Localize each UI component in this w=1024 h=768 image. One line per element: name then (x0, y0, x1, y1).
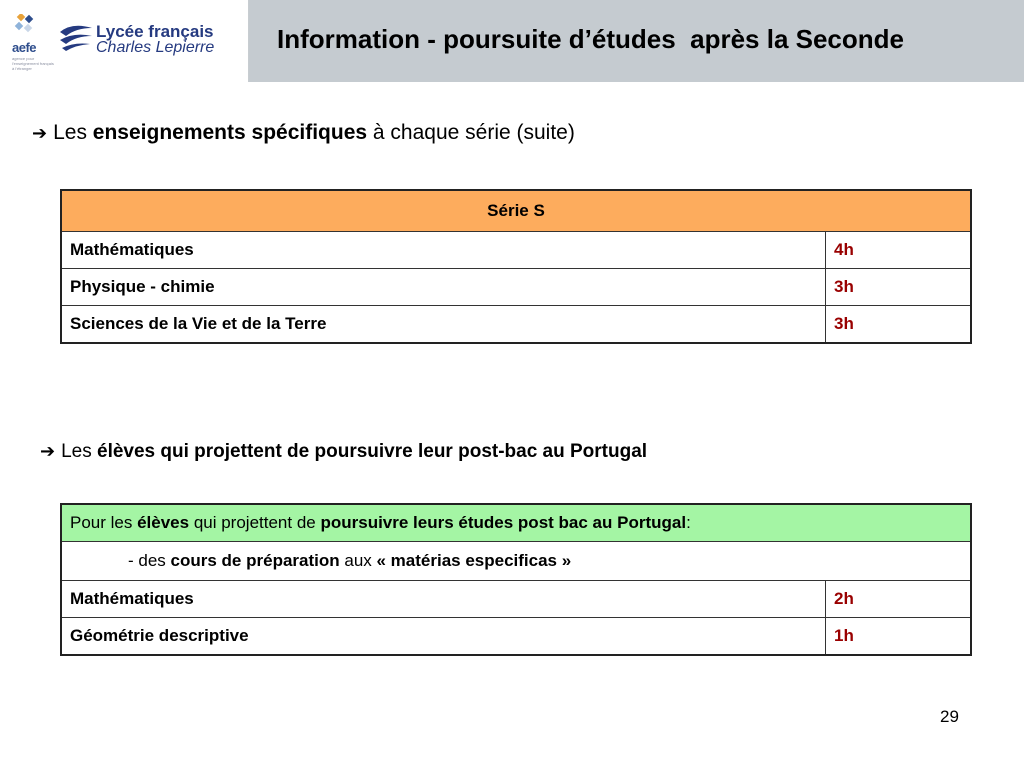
subject-cell: Mathématiques (60, 580, 826, 618)
table-row: Mathématiques 2h (60, 580, 972, 618)
portugal-header-bold: poursuivre leurs études post bac au Port… (320, 513, 687, 532)
preparation-bold: « matérias especificas » (376, 551, 572, 570)
serie-s-table: Série S Mathématiques 4h Physique - chim… (60, 189, 972, 344)
school-name-line1: Lycée français (96, 22, 214, 41)
lycee-swoosh-icon (60, 25, 92, 51)
right-arrow-icon: ➔ (32, 123, 48, 144)
slide-title: Information - poursuite d’études après l… (277, 24, 904, 54)
bullet1-suffix: à chaque série (suite) (367, 121, 575, 144)
subject-cell: Géométrie descriptive (60, 617, 826, 656)
aefe-diamond-icon (14, 14, 34, 33)
hours-cell: 3h (825, 305, 972, 344)
table-row: Physique - chimie 3h (60, 268, 972, 306)
bullet1-bold: enseignements spécifiques (92, 121, 368, 144)
school-name: Lycée français Charles Lepierre (96, 22, 215, 56)
preparation-part: - des (128, 551, 171, 570)
hours-cell: 3h (825, 268, 972, 306)
hours-cell: 1h (825, 617, 972, 656)
preparation-bold: cours de préparation (170, 551, 340, 570)
school-name-line2: Charles Lepierre (96, 39, 215, 56)
preparation-row: - des cours de préparation aux « matéria… (60, 541, 972, 581)
page-number: 29 (940, 707, 959, 726)
logo-area: aefe agence pour l'enseignement français… (0, 0, 249, 82)
table-row: Géométrie descriptive 1h (60, 617, 972, 656)
subject-cell: Mathématiques (60, 231, 826, 269)
bullet1-prefix: Les (53, 121, 93, 144)
portugal-header-bold: élèves (137, 513, 190, 532)
portugal-header: Pour les élèves qui projettent de poursu… (60, 503, 972, 542)
portugal-table: Pour les élèves qui projettent de poursu… (60, 503, 972, 656)
title-band: Information - poursuite d’études après l… (249, 0, 1024, 82)
preparation-part: aux (339, 551, 377, 570)
table-row: Sciences de la Vie et de la Terre 3h (60, 305, 972, 344)
bullet-enseignements: ➔ Les enseignements spécifiques à chaque … (32, 121, 575, 145)
portugal-header-part: : (686, 513, 691, 532)
bullet-portugal: ➔ Les élèves qui projettent de poursuivre… (40, 441, 647, 463)
bullet2-bold: élèves qui projettent de poursuivre leur… (97, 441, 648, 462)
subject-cell: Sciences de la Vie et de la Terre (60, 305, 826, 344)
aefe-tagline: agence pour l'enseignement français à l'… (12, 56, 54, 71)
subject-cell: Physique - chimie (60, 268, 826, 306)
table-row: Mathématiques 4h (60, 231, 972, 269)
portugal-header-part: qui projettent de (189, 513, 321, 532)
aefe-wordmark: aefe (12, 40, 37, 55)
hours-cell: 2h (825, 580, 972, 618)
aefe-logo: aefe agence pour l'enseignement français… (12, 12, 56, 72)
hours-cell: 4h (825, 231, 972, 269)
serie-s-header: Série S (60, 189, 972, 232)
portugal-header-part: Pour les (70, 513, 138, 532)
right-arrow-icon: ➔ (40, 441, 56, 462)
bullet2-prefix: Les (61, 441, 98, 462)
